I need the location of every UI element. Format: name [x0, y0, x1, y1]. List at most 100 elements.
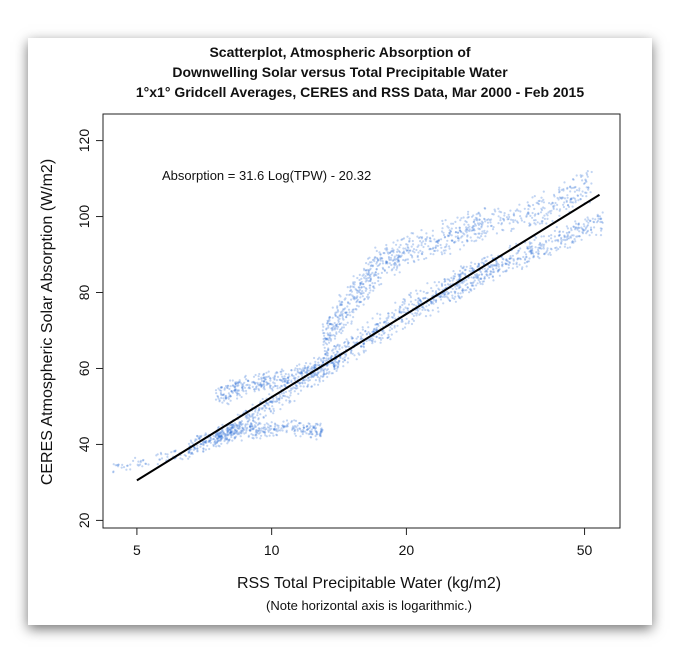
scatter-point: [479, 214, 482, 217]
scatter-point: [385, 249, 388, 252]
scatter-point: [441, 222, 444, 225]
scatter-point: [391, 259, 394, 262]
scatter-point: [332, 351, 335, 354]
scatter-point: [341, 357, 344, 360]
scatter-point: [558, 196, 562, 199]
scatter-point: [431, 234, 434, 237]
scatter-point: [476, 274, 479, 277]
scatter-point: [345, 293, 348, 296]
scatter-point: [497, 207, 500, 210]
scatter-point: [273, 378, 276, 381]
scatter-point: [358, 353, 361, 356]
scatter-point: [381, 260, 384, 263]
scatter-point: [218, 436, 222, 439]
scatter-point: [489, 221, 492, 224]
scatter-point: [220, 386, 223, 389]
scatter-point: [536, 202, 540, 205]
scatter-point: [217, 397, 220, 400]
scatter-point: [483, 217, 486, 220]
scatter-point: [347, 343, 350, 346]
scatter-point: [258, 406, 261, 410]
y-tick-label: 100: [76, 205, 92, 229]
scatter-point: [581, 227, 584, 230]
scatter-point: [591, 217, 594, 220]
scatter-point: [440, 246, 443, 249]
scatter-point: [419, 299, 422, 302]
scatter-point: [317, 383, 320, 386]
scatter-point: [495, 261, 498, 264]
scatter-point: [358, 301, 361, 304]
scatter-point: [222, 394, 225, 397]
scatter-point: [441, 227, 444, 230]
scatter-point: [483, 267, 486, 270]
scatter-point: [322, 337, 325, 341]
scatter-point: [336, 343, 339, 346]
scatter-point: [428, 248, 431, 251]
scatter-point: [205, 440, 208, 443]
scatter-point: [457, 273, 460, 276]
scatter-point: [419, 298, 422, 301]
scatter-point: [396, 250, 399, 253]
scatter-point: [265, 402, 268, 405]
scatter-point: [571, 240, 574, 243]
scatter-point: [538, 222, 542, 225]
scatter-point: [246, 379, 249, 382]
scatter-point: [329, 362, 332, 365]
scatter-point: [387, 312, 390, 315]
scatter-point: [375, 274, 378, 277]
scatter-point: [218, 434, 221, 437]
scatter-point: [497, 268, 500, 271]
scatter-point: [319, 430, 323, 433]
scatter-point: [455, 287, 458, 291]
scatter-point: [350, 322, 353, 325]
scatter-point: [385, 243, 388, 247]
scatter-point: [385, 261, 388, 264]
scatter-point: [388, 258, 391, 262]
scatter-point: [325, 371, 329, 375]
scatter-point: [358, 286, 361, 289]
scatter-point: [359, 282, 362, 285]
scatter-point: [316, 371, 319, 374]
scatter-point: [221, 436, 224, 439]
scatter-point: [257, 387, 260, 390]
scatter-point: [369, 279, 372, 283]
scatter-point: [229, 399, 232, 402]
scatter-point: [360, 335, 363, 338]
scatter-point: [306, 428, 309, 431]
scatter-points: [112, 170, 604, 474]
scatter-point: [362, 267, 366, 270]
scatter-point: [293, 429, 297, 432]
scatter-point: [407, 249, 410, 252]
scatter-point: [238, 431, 241, 434]
scatter-point: [120, 466, 123, 469]
scatter-point: [236, 382, 239, 385]
scatter-point: [420, 237, 423, 240]
scatter-point: [327, 348, 330, 351]
scatter-point: [413, 251, 416, 254]
scatter-point: [417, 299, 420, 302]
scatter-point: [158, 458, 162, 461]
scatter-point: [381, 257, 384, 260]
scatter-point: [327, 326, 330, 329]
scatter-point: [519, 247, 522, 250]
scatter-point: [298, 371, 301, 374]
scatter-point: [546, 217, 549, 220]
scatter-point: [480, 273, 484, 276]
scatter-point: [511, 219, 515, 222]
scatter-point: [259, 422, 262, 425]
scatter-point: [280, 427, 283, 430]
scatter-point: [371, 265, 374, 268]
scatter-point: [450, 234, 453, 237]
scatter-point: [263, 404, 266, 408]
scatter-point: [233, 437, 236, 440]
scatter-point: [302, 369, 305, 372]
scatter-point: [240, 429, 243, 432]
scatter-point: [540, 247, 543, 250]
scatter-point: [435, 240, 439, 243]
scatter-point: [380, 334, 383, 337]
scatter-point: [532, 254, 535, 257]
scatter-point: [257, 422, 260, 425]
scatter-point: [407, 303, 411, 306]
scatter-point: [326, 364, 329, 367]
scatter-point: [555, 249, 558, 252]
